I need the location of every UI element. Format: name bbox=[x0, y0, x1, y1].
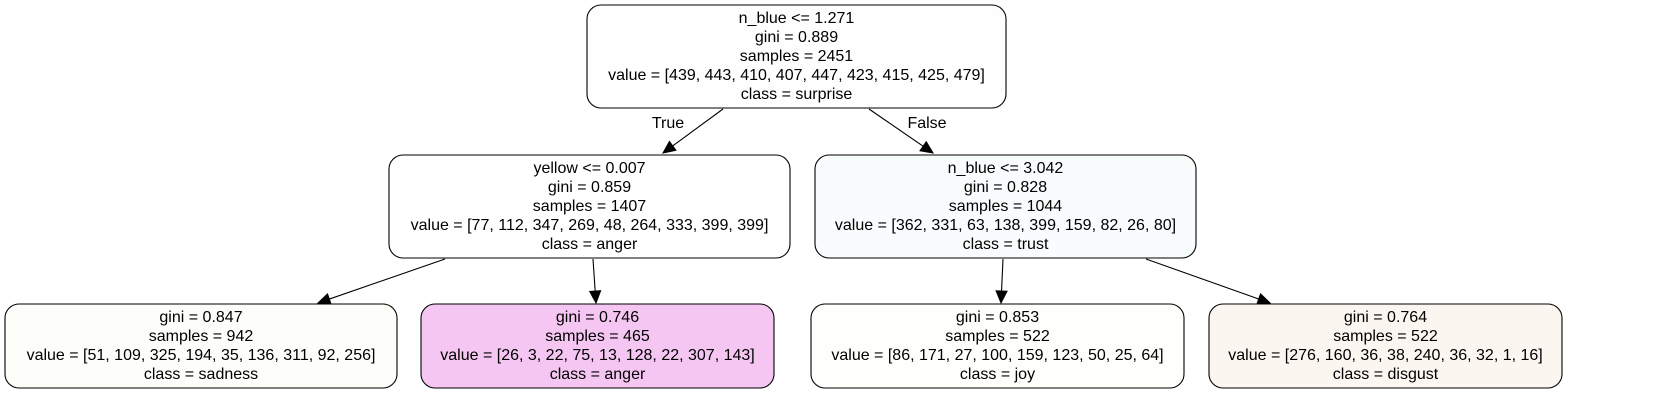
node-box bbox=[810, 303, 1185, 389]
node-text-line: class = surprise bbox=[741, 86, 853, 103]
tree-node-left: yellow <= 0.007 gini = 0.859 samples = 140… bbox=[388, 154, 791, 259]
tree-node-leaf-2: gini = 0.746 samples = 465 value = [26, 3,… bbox=[420, 303, 775, 389]
node-text-line: class = joy bbox=[960, 366, 1035, 383]
edge-line bbox=[329, 258, 446, 300]
node-text-line: gini = 0.859 bbox=[548, 179, 631, 196]
tree-edge-root-to-right: False bbox=[868, 108, 947, 154]
edge-line bbox=[1000, 258, 1004, 292]
edge-arrowhead bbox=[919, 140, 934, 154]
node-text-line: yellow <= 0.007 bbox=[533, 160, 645, 177]
node-box bbox=[420, 303, 775, 389]
tree-node-leaf-4: gini = 0.764 samples = 522 value = [276, 1… bbox=[1208, 303, 1563, 389]
node-text-line: samples = 465 bbox=[545, 328, 650, 345]
edge-arrowhead bbox=[995, 290, 1008, 305]
node-text-line: n_blue <= 1.271 bbox=[739, 10, 855, 27]
node-text-line: class = trust bbox=[963, 236, 1049, 253]
node-text-line: gini = 0.746 bbox=[556, 309, 639, 326]
node-text-line: samples = 1407 bbox=[533, 198, 647, 215]
edge-line bbox=[1145, 258, 1259, 300]
tree-edge-right-to-leaf-3 bbox=[995, 258, 1008, 305]
node-text-line: samples = 522 bbox=[1333, 328, 1438, 345]
node-text-line: samples = 2451 bbox=[740, 48, 854, 65]
edge-line bbox=[672, 108, 724, 147]
edge-line bbox=[868, 108, 924, 147]
tree-node-right: n_blue <= 3.042 gini = 0.828 samples = 104… bbox=[814, 154, 1197, 259]
node-text-line: gini = 0.889 bbox=[755, 29, 838, 46]
node-text-line: value = [276, 160, 36, 38, 240, 36, 32, … bbox=[1228, 347, 1542, 364]
node-text-line: gini = 0.764 bbox=[1344, 309, 1427, 326]
edge-arrowhead bbox=[1256, 292, 1272, 305]
node-text-line: value = [86, 171, 27, 100, 159, 123, 50,… bbox=[831, 347, 1163, 364]
node-text-line: value = [51, 109, 325, 194, 35, 136, 311… bbox=[27, 347, 376, 364]
node-text-line: value = [26, 3, 22, 75, 13, 128, 22, 307… bbox=[440, 347, 754, 364]
nodes-layer: n_blue <= 1.271 gini = 0.889 samples = 245… bbox=[4, 4, 1563, 389]
edge-label: True bbox=[652, 115, 684, 132]
node-text-line: class = anger bbox=[550, 366, 646, 383]
tree-node-leaf-3: gini = 0.853 samples = 522 value = [86, 17… bbox=[810, 303, 1185, 389]
node-text-line: class = sadness bbox=[144, 366, 258, 383]
node-text-line: gini = 0.847 bbox=[159, 309, 242, 326]
edge-label: False bbox=[907, 115, 946, 132]
edge-line bbox=[592, 258, 596, 292]
node-text-line: value = [77, 112, 347, 269, 48, 264, 333… bbox=[411, 217, 769, 234]
tree-edge-root-to-left: True bbox=[652, 108, 724, 154]
node-text-line: samples = 1044 bbox=[949, 198, 1063, 215]
node-box bbox=[814, 154, 1197, 259]
tree-edge-left-to-leaf-1 bbox=[316, 258, 446, 305]
node-text-line: gini = 0.828 bbox=[964, 179, 1047, 196]
tree-edge-right-to-leaf-4 bbox=[1145, 258, 1272, 305]
node-text-line: samples = 522 bbox=[945, 328, 1050, 345]
node-text-line: value = [439, 443, 410, 407, 447, 423, 4… bbox=[608, 67, 985, 84]
tree-edge-left-to-leaf-2 bbox=[588, 258, 602, 305]
tree-node-leaf-1: gini = 0.847 samples = 942 value = [51, 10… bbox=[4, 303, 398, 389]
node-text-line: gini = 0.853 bbox=[956, 309, 1039, 326]
node-text-line: class = anger bbox=[542, 236, 638, 253]
node-text-line: n_blue <= 3.042 bbox=[948, 160, 1064, 177]
node-box bbox=[388, 154, 791, 259]
node-box bbox=[586, 4, 1007, 109]
node-box bbox=[1208, 303, 1563, 389]
node-text-line: value = [362, 331, 63, 138, 399, 159, 82… bbox=[835, 217, 1176, 234]
tree-node-root: n_blue <= 1.271 gini = 0.889 samples = 245… bbox=[586, 4, 1007, 109]
edge-arrowhead bbox=[316, 292, 332, 305]
node-box bbox=[4, 303, 398, 389]
node-text-line: class = disgust bbox=[1333, 366, 1439, 383]
node-text-line: samples = 942 bbox=[149, 328, 254, 345]
edge-arrowhead bbox=[588, 290, 602, 305]
edge-arrowhead bbox=[662, 140, 677, 154]
